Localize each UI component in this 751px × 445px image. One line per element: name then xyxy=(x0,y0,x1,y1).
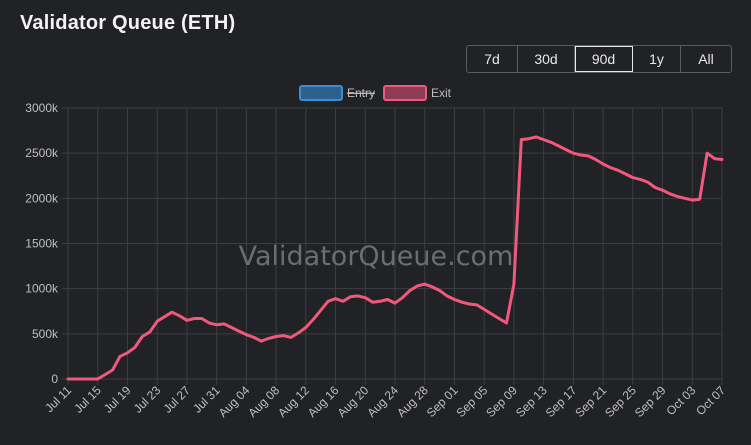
range-all-button[interactable]: All xyxy=(681,46,731,72)
x-tick-label: Sep 05 xyxy=(454,383,491,420)
y-tick-label: 1000k xyxy=(25,282,59,296)
x-tick-label: Oct 03 xyxy=(663,383,698,418)
legend-entry-swatch xyxy=(299,85,343,101)
y-axis: 0 500k 1000k 1500k 2000k 2500k 3000k xyxy=(25,101,59,386)
x-tick-label: Jul 19 xyxy=(101,383,134,416)
x-tick-label: Sep 25 xyxy=(602,383,639,420)
y-tick-label: 2500k xyxy=(25,146,59,160)
legend-item-entry[interactable]: Entry xyxy=(299,85,375,101)
range-1y-button[interactable]: 1y xyxy=(633,46,681,72)
x-tick-label: Sep 29 xyxy=(632,383,669,420)
x-tick-label: Oct 07 xyxy=(693,383,728,418)
y-tick-label: 1500k xyxy=(25,237,59,251)
x-tick-label: Sep 09 xyxy=(483,383,520,420)
x-tick-label: Jul 27 xyxy=(160,383,193,416)
legend-entry-label: Entry xyxy=(347,86,375,100)
time-range-selector: 7d 30d 90d 1y All xyxy=(466,45,732,73)
x-tick-label: Aug 28 xyxy=(394,383,431,420)
y-tick-label: 500k xyxy=(32,327,59,341)
x-tick-label: Aug 04 xyxy=(216,383,253,420)
x-tick-label: Sep 17 xyxy=(543,383,580,420)
x-tick-label: Sep 13 xyxy=(513,383,550,420)
y-tick-label: 2000k xyxy=(25,191,59,205)
x-tick-label: Aug 08 xyxy=(245,383,282,420)
x-tick-label: Jul 23 xyxy=(131,383,164,416)
y-tick-label: 3000k xyxy=(25,101,59,115)
range-90d-button[interactable]: 90d xyxy=(575,46,633,72)
legend-exit-label: Exit xyxy=(431,86,452,100)
x-tick-label: Aug 16 xyxy=(305,383,342,420)
x-tick-label: Jul 15 xyxy=(71,383,104,416)
x-tick-label: Sep 21 xyxy=(572,383,609,420)
x-tick-label: Sep 01 xyxy=(424,383,461,420)
legend-item-exit[interactable]: Exit xyxy=(383,85,452,101)
series-line-exit xyxy=(66,135,724,381)
x-tick-label: Aug 12 xyxy=(275,383,312,420)
legend-exit-swatch xyxy=(383,85,427,101)
x-tick-label: Jul 11 xyxy=(42,383,74,415)
x-tick-label: Aug 20 xyxy=(335,383,372,420)
chart-grid xyxy=(62,107,723,385)
y-tick-label: 0 xyxy=(51,372,58,386)
chart-legend: Entry Exit xyxy=(299,85,452,101)
series-layer xyxy=(66,135,724,381)
x-tick-label: Aug 24 xyxy=(364,383,401,420)
watermark-text: ValidatorQueue.com xyxy=(239,241,514,272)
range-7d-button[interactable]: 7d xyxy=(467,46,518,72)
page-title: Validator Queue (ETH) xyxy=(20,12,236,34)
range-30d-button[interactable]: 30d xyxy=(518,46,575,72)
